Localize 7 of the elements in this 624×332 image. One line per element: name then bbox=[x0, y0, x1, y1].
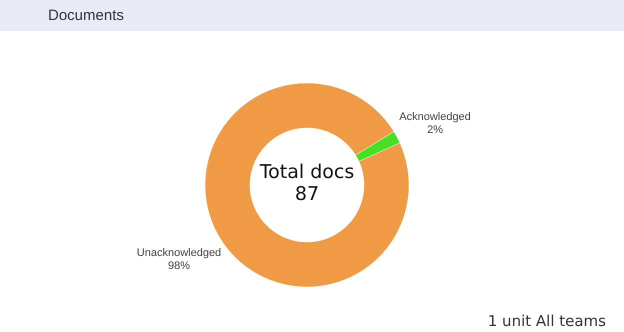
data-label: 2% bbox=[427, 124, 444, 136]
chart-title: Documents bbox=[48, 7, 124, 24]
slice-label: Unacknowledged bbox=[136, 247, 222, 260]
text: Total docs 87 bbox=[258, 161, 354, 205]
data-label: 98% bbox=[168, 260, 190, 272]
text: 1 unit All teams bbox=[488, 312, 606, 330]
slice-label: Acknowledged bbox=[399, 110, 471, 123]
